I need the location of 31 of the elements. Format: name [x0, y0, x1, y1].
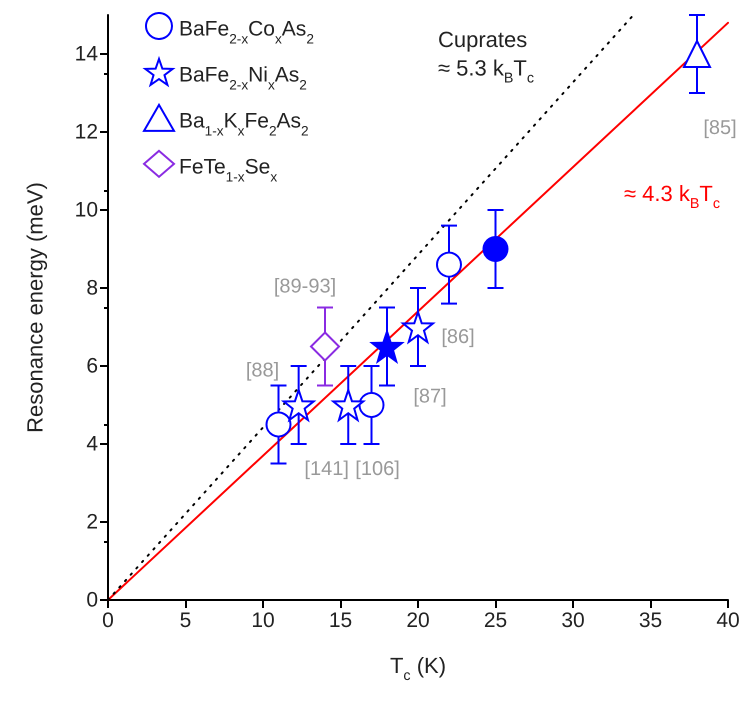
point [482, 236, 508, 262]
x-tick-label: 30 [561, 609, 585, 632]
x-tick-label: 40 [716, 609, 740, 632]
x-tick-label: 15 [328, 609, 352, 632]
annotation: [89-93] [274, 276, 336, 298]
x-tick-label: 5 [180, 609, 192, 632]
x-tick-label: 35 [638, 609, 662, 632]
annotation: [106] [355, 458, 400, 480]
y-axis-title: Resonance energy (meV) [22, 182, 48, 433]
y-tick-label: 2 [86, 510, 98, 534]
y-tick-label: 6 [86, 354, 98, 378]
y-tick-label: 4 [86, 432, 98, 456]
y-tick-label: 10 [74, 198, 98, 222]
x-tick-label: 25 [484, 609, 508, 632]
y-tick-label: 8 [86, 276, 98, 300]
x-tick-label: 0 [102, 609, 114, 632]
annotation: [87] [413, 386, 447, 408]
annotation: [141] [304, 458, 349, 480]
y-tick-label: 0 [86, 588, 98, 612]
y-tick-label: 14 [74, 42, 98, 66]
point [266, 412, 292, 438]
x-tick-label: 20 [406, 609, 430, 632]
point [358, 392, 384, 418]
annotation: [85] [703, 117, 737, 139]
point [436, 252, 462, 278]
x-tick-label: 10 [251, 609, 275, 632]
point [683, 40, 711, 68]
y-tick-label: 12 [74, 120, 98, 144]
annotation: [86] [441, 326, 475, 348]
point [310, 332, 340, 362]
annotation: [88] [246, 360, 280, 382]
